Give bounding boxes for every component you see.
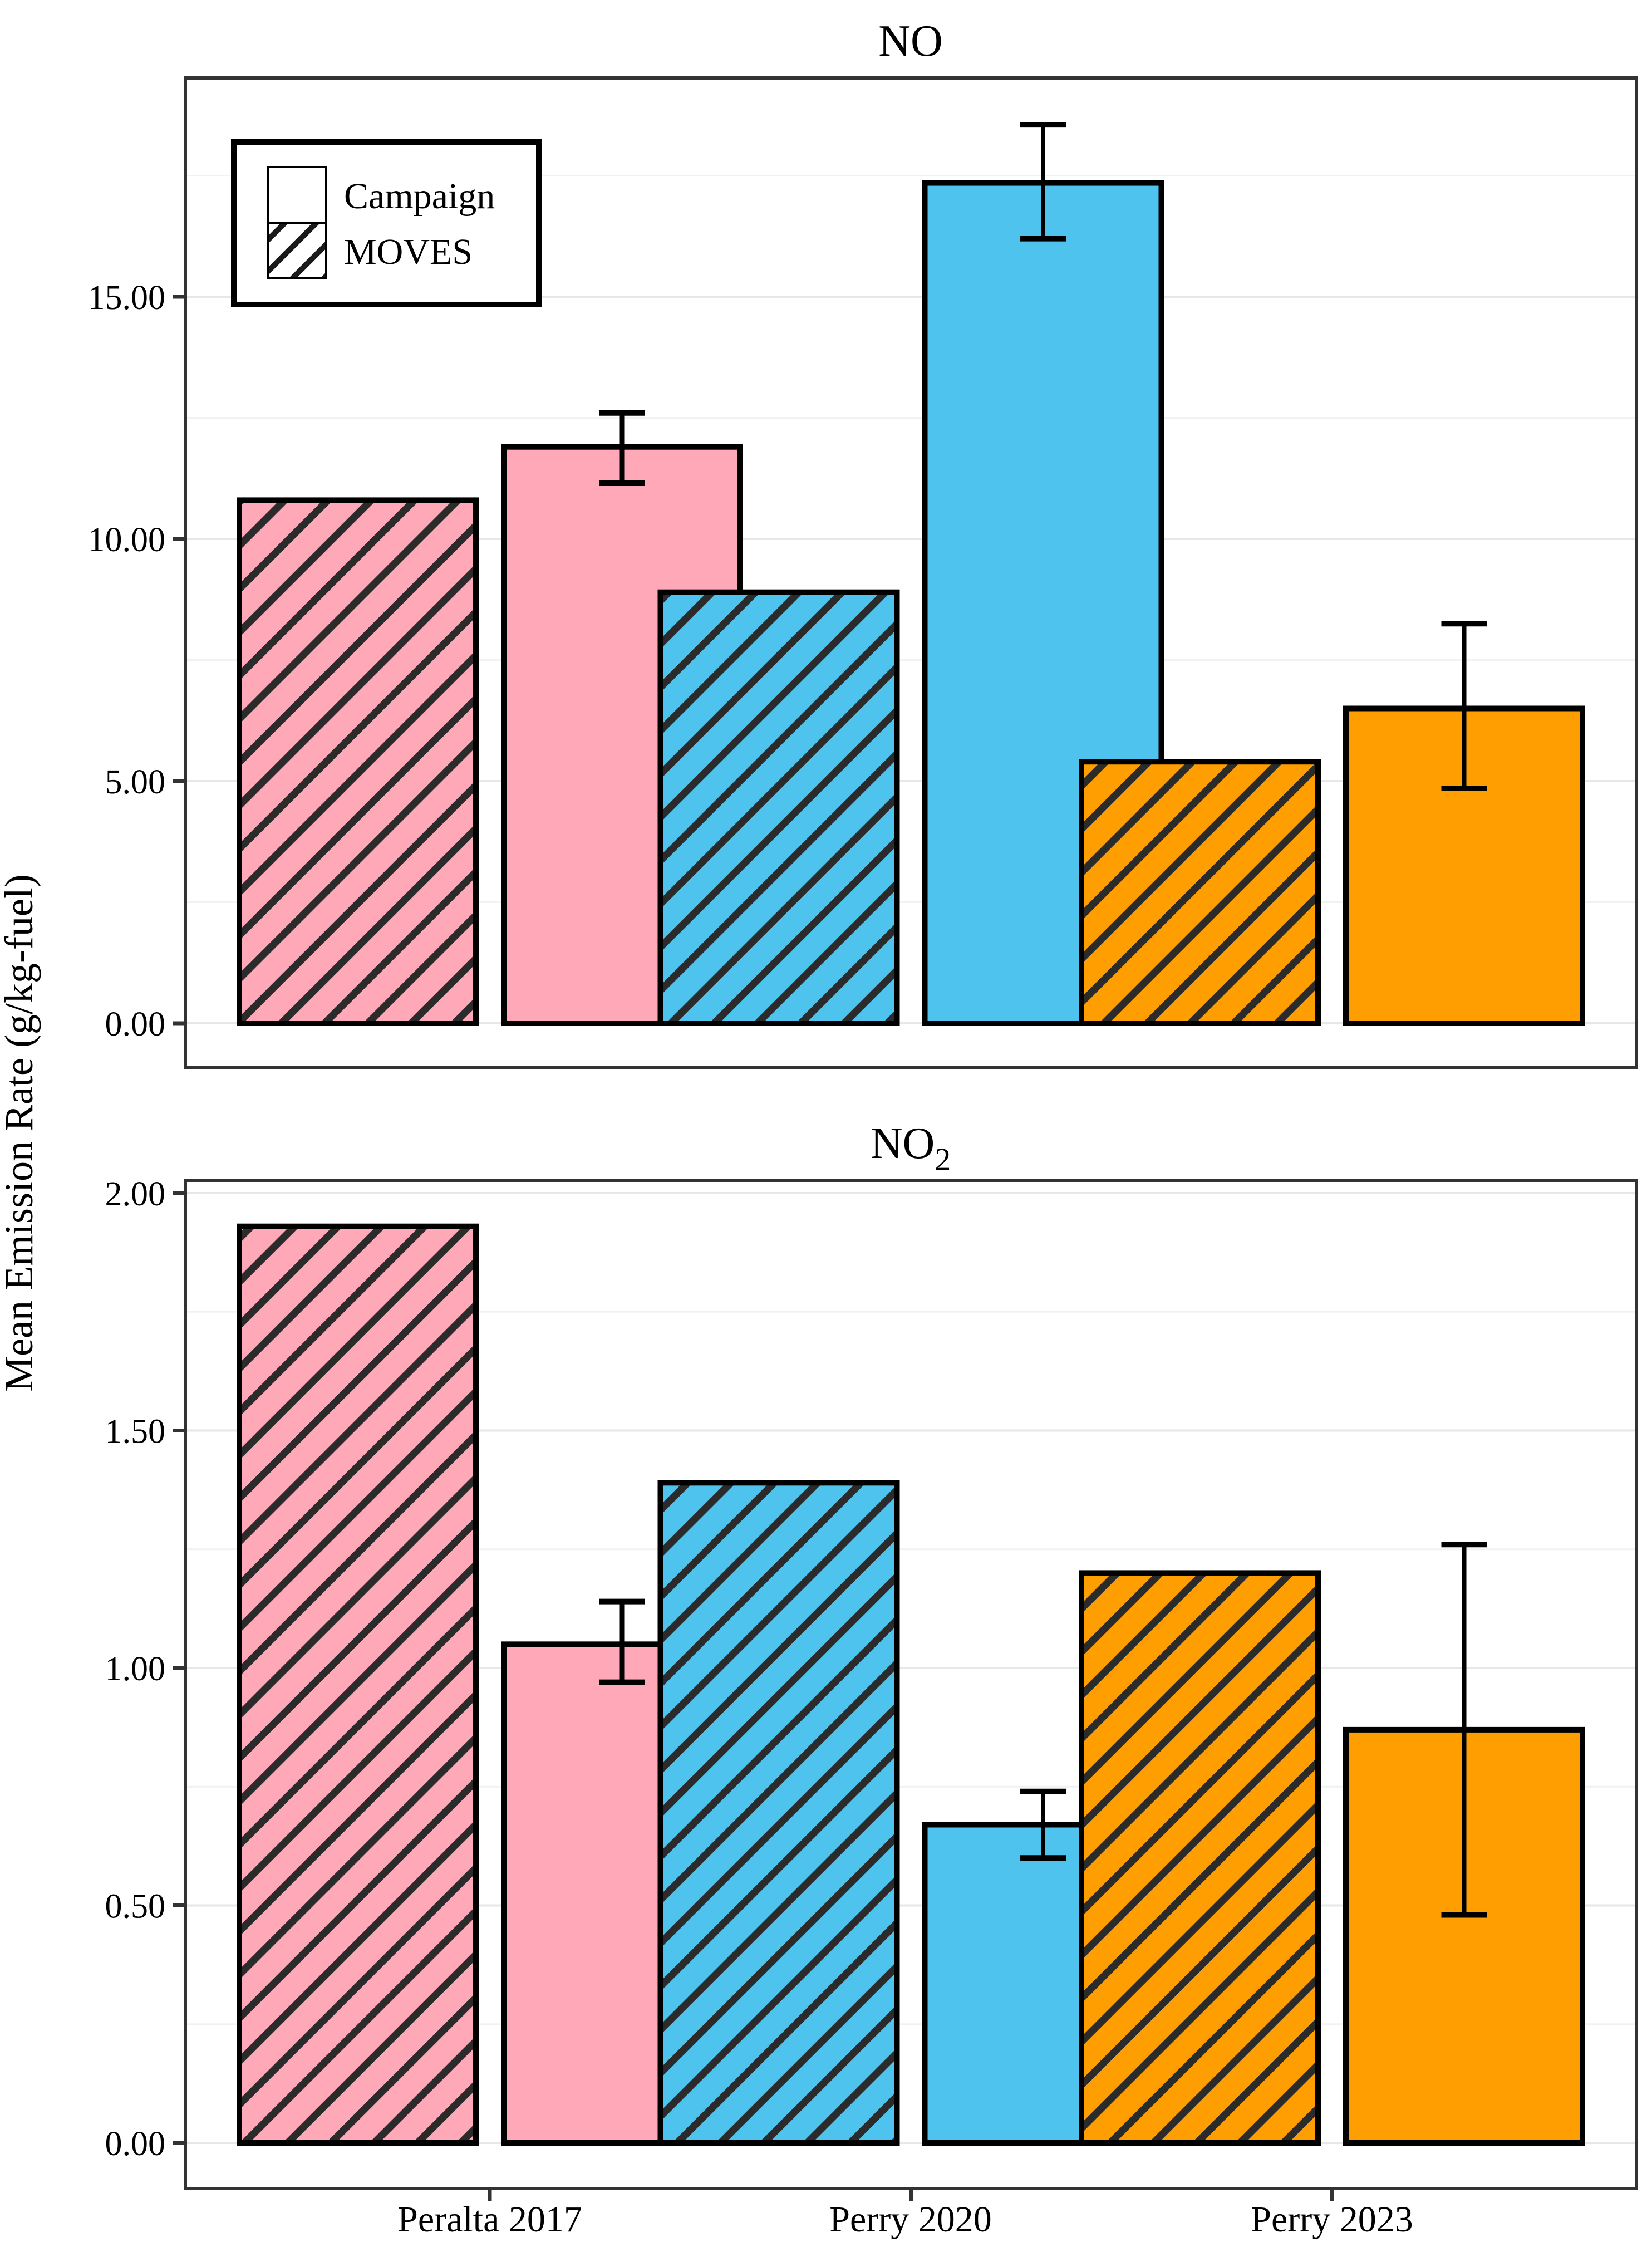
error-bar-campaign-perry-2023 (1441, 1542, 1487, 1918)
y-axis-title: Mean Emission Rate (g/kg-fuel) (0, 874, 41, 1392)
y-tick-label: 10.00 (88, 521, 166, 559)
error-bar-campaign-peralta-2017 (599, 1598, 645, 1685)
panel-title-no2-subscript: 2 (935, 1141, 951, 1178)
panel-no2: 0.00 0.50 1.00 1.50 2.00 (105, 1175, 1638, 2201)
panel-title-no: NO (878, 17, 943, 66)
y-tick-label: 0.50 (105, 1888, 166, 1926)
bar-moves-peralta-2017 (237, 497, 479, 1026)
legend-swatch-moves-hatched (267, 222, 327, 279)
bar-moves-perry-2023 (1079, 759, 1321, 1026)
plot-panels: 0.00 5.00 10.00 15.00 0.00 0.50 1.00 1.50 2.00 (88, 76, 1638, 2201)
panel-title-no-text: NO (878, 17, 943, 66)
error-bar-campaign-perry-2020 (1020, 122, 1066, 242)
panel-title-no2-text: NO (871, 1119, 935, 1168)
error-bar-campaign-perry-2023 (1441, 621, 1487, 792)
x-label-peralta-2017: Peralta 2017 (397, 2199, 582, 2240)
bar-moves-perry-2020 (657, 1480, 900, 2146)
x-label-perry-2023: Perry 2023 (1251, 2199, 1413, 2240)
x-label-perry-2020: Perry 2020 (829, 2199, 991, 2240)
y-tick-label: 1.50 (105, 1413, 166, 1451)
panel-title-no2: NO2 (871, 1119, 951, 1178)
y-tick-label: 5.00 (105, 763, 166, 801)
y-tick-label: 0.00 (105, 2125, 166, 2163)
y-tick-label: 15.00 (88, 279, 166, 317)
x-axis-labels: Peralta 2017 Perry 2020 Perry 2023 (397, 2199, 1413, 2240)
bar-moves-perry-2020 (657, 589, 900, 1026)
y-tick-label: 2.00 (105, 1175, 166, 1213)
panel-border (184, 76, 1638, 1069)
y-tick-label: 0.00 (105, 1005, 166, 1043)
panel-no: 0.00 5.00 10.00 15.00 (88, 76, 1638, 1069)
error-bar-campaign-perry-2020 (1020, 1788, 1066, 1861)
error-bar-campaign-peralta-2017 (599, 410, 645, 486)
legend-label-moves: MOVES (344, 232, 473, 272)
legend-swatch-campaign (267, 166, 327, 224)
legend-label-campaign: Campaign (344, 176, 495, 217)
bar-moves-perry-2023 (1079, 1570, 1321, 2146)
legend: Campaign MOVES (231, 139, 542, 307)
bar-moves-peralta-2017 (237, 1223, 479, 2146)
y-tick-label: 1.00 (105, 1650, 166, 1688)
